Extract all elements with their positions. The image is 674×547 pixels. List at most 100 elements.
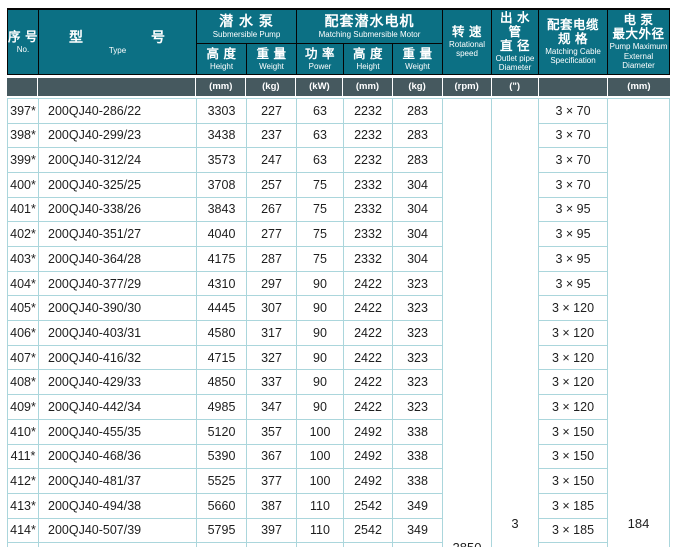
value-motor-weight: 323	[392, 320, 443, 346]
value-motor-weight: 283	[392, 147, 443, 173]
value-motor-weight: 349	[392, 517, 443, 544]
value-motor-weight: 323	[392, 369, 443, 396]
value-motor-height: 2492	[343, 418, 393, 445]
value-pump-height: 3708	[196, 171, 247, 198]
value-motor-weight: 323	[392, 344, 443, 371]
value-motor-height: 2422	[343, 295, 393, 322]
row-number: 404*	[7, 270, 39, 297]
unit-motor-weight: (kg)	[392, 77, 443, 96]
col-header-type-cn: 型 号	[69, 28, 166, 45]
value-power: 90	[296, 270, 344, 297]
model-type: 200QJ40-455/35	[38, 418, 197, 445]
row-number: 402*	[7, 221, 39, 247]
value-pump-height: 4040	[196, 221, 247, 247]
value-pump-weight: 227	[246, 97, 297, 124]
unit-outlet: (")	[491, 77, 539, 96]
value-pump-weight: 297	[246, 270, 297, 297]
table-row: 411* 200QJ40-468/36 5390 367 100 2492 338 3 × 1…	[7, 443, 670, 470]
empty-cell	[296, 542, 344, 547]
value-power: 90	[296, 320, 344, 346]
row-number: 399*	[7, 147, 39, 173]
table-row: 414* 200QJ40-507/39 5795 397 110 2542 349 3 × 1…	[7, 517, 670, 544]
value-power: 63	[296, 97, 344, 124]
value-cable: 3 × 120	[538, 320, 608, 346]
table-row: 397*200QJ40-286/223303227632232283285033…	[7, 97, 670, 547]
value-cable: 3 × 150	[538, 443, 608, 470]
empty-cell	[7, 542, 39, 547]
table-row: 407* 200QJ40-416/32 4715 327 90 2422 323 3 × 12…	[7, 344, 670, 371]
row-number: 414*	[7, 517, 39, 544]
value-cable: 3 × 70	[538, 147, 608, 173]
value-motor-height: 2542	[343, 517, 393, 544]
col-header-motor-weight: 重 量 Weight	[391, 42, 444, 75]
value-power: 110	[296, 517, 344, 544]
col-group-pump: 潜 水 泵 Submersible Pump	[196, 8, 297, 44]
empty-cell	[196, 542, 247, 547]
spec-table-body: 397*200QJ40-286/223303227632232283285033…	[7, 97, 670, 547]
value-power: 90	[296, 344, 344, 371]
table-row: 400* 200QJ40-325/25 3708 257 75 2332 304 3 × 70	[7, 171, 670, 198]
model-type: 200QJ40-494/38	[38, 492, 197, 519]
value-pump-weight: 327	[246, 344, 297, 371]
table-row: 403* 200QJ40-364/28 4175 287 75 2332 304 3 × 95	[7, 246, 670, 272]
table-row: 405* 200QJ40-390/30 4445 307 90 2422 323 3 × 12…	[7, 295, 670, 322]
row-number: 413*	[7, 492, 39, 519]
table-row: 406* 200QJ40-403/31 4580 317 90 2422 323 3 × 12…	[7, 320, 670, 346]
value-pump-height: 4580	[196, 320, 247, 346]
unit-power: (kW)	[296, 77, 344, 96]
row-number: 408*	[7, 369, 39, 396]
value-cable: 3 × 120	[538, 394, 608, 420]
model-type: 200QJ40-377/29	[38, 270, 197, 297]
value-motor-weight: 338	[392, 443, 443, 470]
model-type: 200QJ40-416/32	[38, 344, 197, 371]
model-type: 200QJ40-468/36	[38, 443, 197, 470]
value-pump-height: 5390	[196, 443, 247, 470]
unit-type	[38, 77, 197, 96]
value-motor-weight: 304	[392, 221, 443, 247]
spec-table-header: 序 号 No. 型 号 Type 潜 水 泵 Submersible Pump …	[7, 8, 671, 75]
row-number: 397*	[7, 97, 39, 124]
value-power: 63	[296, 147, 344, 173]
value-motor-weight: 304	[392, 246, 443, 272]
row-number: 409*	[7, 394, 39, 420]
maxdiam-merged-cell-value: 184	[627, 515, 650, 531]
value-power: 63	[296, 122, 344, 149]
value-power: 75	[296, 196, 344, 223]
empty-cell	[538, 542, 608, 547]
value-pump-height: 4310	[196, 270, 247, 297]
speed-merged-cell-value: 2850	[444, 540, 491, 547]
value-motor-height: 2422	[343, 394, 393, 420]
value-power: 75	[296, 171, 344, 198]
table-row: 398* 200QJ40-299/23 3438 237 63 2232 283 3 × 70	[7, 122, 670, 149]
model-type: 200QJ40-442/34	[38, 394, 197, 420]
model-type: 200QJ40-390/30	[38, 295, 197, 322]
table-row: 402* 200QJ40-351/27 4040 277 75 2332 304 3 × 95	[7, 221, 670, 247]
value-pump-weight: 267	[246, 196, 297, 223]
value-motor-height: 2542	[343, 492, 393, 519]
value-pump-weight: 367	[246, 443, 297, 470]
value-pump-height: 3438	[196, 122, 247, 149]
model-type: 200QJ40-312/24	[38, 147, 197, 173]
value-pump-height: 5795	[196, 517, 247, 544]
col-header-type-en: Type	[108, 45, 127, 55]
value-motor-height: 2422	[343, 320, 393, 346]
row-number: 410*	[7, 418, 39, 445]
value-motor-height: 2422	[343, 369, 393, 396]
value-pump-weight: 287	[246, 246, 297, 272]
row-number: 401*	[7, 196, 39, 223]
table-row: 413* 200QJ40-494/38 5660 387 110 2542 349 3 × 1…	[7, 492, 670, 519]
model-type: 200QJ40-299/23	[38, 122, 197, 149]
value-motor-weight: 283	[392, 97, 443, 124]
value-motor-height: 2332	[343, 221, 393, 247]
value-motor-weight: 283	[392, 122, 443, 149]
col-header-maxdiam: 电 泵 最大外径 Pump Maximum External Diameter	[607, 8, 671, 75]
table-row: 412* 200QJ40-481/37 5525 377 100 2492 338 3 × 1…	[7, 468, 670, 494]
col-header-no-en: No.	[16, 44, 30, 54]
value-motor-height: 2332	[343, 246, 393, 272]
value-motor-height: 2232	[343, 147, 393, 173]
row-number: 412*	[7, 468, 39, 494]
value-pump-weight: 397	[246, 517, 297, 544]
value-power: 100	[296, 418, 344, 445]
empty-cell	[392, 542, 443, 547]
